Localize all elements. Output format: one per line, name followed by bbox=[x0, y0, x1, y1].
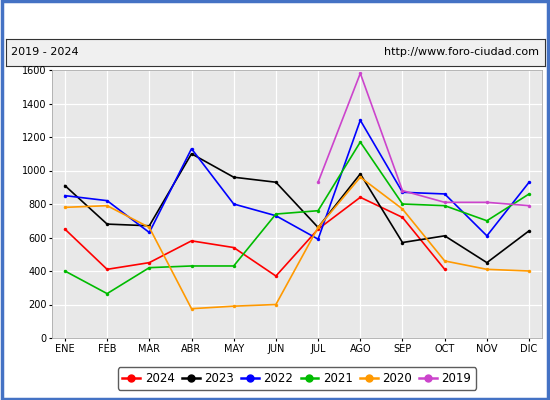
Text: Evolucion Nº Turistas Nacionales en el municipio de Almoharín: Evolucion Nº Turistas Nacionales en el m… bbox=[67, 12, 483, 26]
Text: http://www.foro-ciudad.com: http://www.foro-ciudad.com bbox=[384, 47, 539, 57]
Text: 2019 - 2024: 2019 - 2024 bbox=[11, 47, 79, 57]
Legend: 2024, 2023, 2022, 2021, 2020, 2019: 2024, 2023, 2022, 2021, 2020, 2019 bbox=[118, 367, 476, 390]
